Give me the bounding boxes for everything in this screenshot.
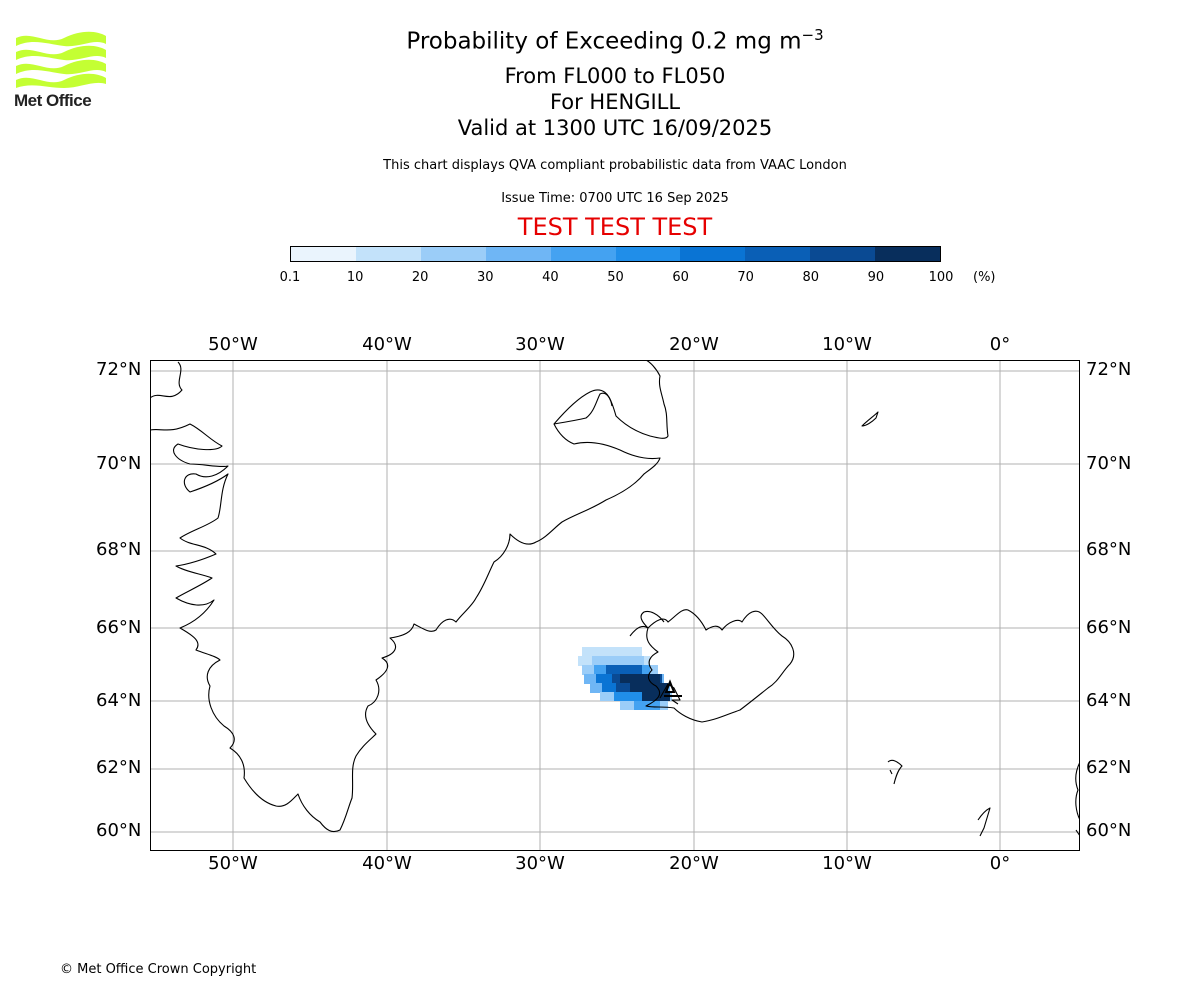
lat-label-right: 62°N	[1086, 757, 1132, 778]
colorbar-tick-label: 10	[346, 270, 364, 285]
map-panel	[150, 360, 1080, 851]
colorbar-segment	[291, 247, 356, 261]
colorbar-tick-label: 90	[867, 270, 885, 285]
colorbar-tick-label: 70	[737, 270, 754, 285]
title-exponent: −3	[801, 26, 824, 44]
volcano-name: For HENGILL	[549, 90, 681, 114]
lon-label-bottom: 0°	[989, 853, 1011, 874]
colorbar-segment	[745, 247, 811, 261]
colorbar-tick-label: 50	[607, 270, 624, 285]
colorbar-tick-label: 20	[411, 270, 429, 285]
lon-label-bottom: 40°W	[362, 853, 412, 874]
colorbar-segment	[680, 247, 746, 261]
lon-label-top: 20°W	[669, 334, 719, 355]
lat-label-left: 70°N	[96, 453, 142, 474]
colorbar-segment	[615, 247, 681, 261]
colorbar	[290, 246, 941, 262]
lon-label-top: 50°W	[208, 334, 258, 355]
lon-label-top: 40°W	[362, 334, 412, 355]
colorbar-tick-label: 80	[802, 270, 820, 285]
colorbar-tick-label: 60	[672, 270, 689, 285]
lon-label-top: 30°W	[515, 334, 565, 355]
lat-label-left: 66°N	[96, 617, 142, 638]
colorbar-segment	[485, 247, 551, 261]
colorbar-unit: (%)	[973, 270, 996, 285]
lon-label-bottom: 10°W	[822, 853, 872, 874]
lat-label-left: 68°N	[96, 539, 142, 560]
lon-label-top: 0°	[989, 334, 1011, 355]
map-frame	[150, 360, 1080, 851]
hengill-marker	[664, 679, 682, 697]
flight-level-range: From FL000 to FL050	[504, 64, 726, 88]
lat-label-right: 64°N	[1086, 690, 1132, 711]
issue-time: Issue Time: 0700 UTC 16 Sep 2025	[501, 191, 729, 206]
graticule	[150, 360, 1080, 851]
coastlines	[150, 360, 1080, 837]
lat-label-left: 64°N	[96, 690, 142, 711]
met-office-logo	[16, 31, 106, 88]
colorbar-segment	[875, 247, 941, 261]
iceland-northwest	[629, 610, 665, 637]
lat-label-left: 60°N	[96, 820, 142, 841]
chart-description: This chart displays QVA compliant probab…	[383, 158, 847, 173]
jan-mayen	[861, 411, 879, 427]
lon-label-top: 10°W	[822, 334, 872, 355]
valid-time: Valid at 1300 UTC 16/09/2025	[457, 116, 773, 140]
colorbar-segment	[550, 247, 616, 261]
shetland-islands	[977, 807, 991, 837]
logo-text: Met Office	[14, 91, 92, 110]
lat-label-right: 68°N	[1086, 539, 1132, 560]
chart-title: Probability of Exceeding 0.2 mg m−3	[406, 26, 824, 55]
lon-label-bottom: 50°W	[208, 853, 258, 874]
colorbar-tick-label: 100	[928, 270, 954, 285]
greenland-inner-fjord	[553, 389, 613, 425]
reykjanes-coast	[659, 683, 681, 705]
lat-label-right: 60°N	[1086, 820, 1132, 841]
colorbar-segment	[420, 247, 486, 261]
lon-label-bottom: 20°W	[669, 853, 719, 874]
colorbar-segment	[355, 247, 421, 261]
colorbar-segment	[810, 247, 876, 261]
colorbar-tick-label: 30	[477, 270, 494, 285]
map-background	[150, 360, 1080, 851]
lat-label-right: 72°N	[1086, 359, 1132, 380]
greenland-coast	[150, 360, 669, 833]
faroe-islands	[887, 759, 903, 785]
ash-probability-cells	[578, 647, 672, 710]
copyright: © Met Office Crown Copyright	[60, 962, 257, 977]
colorbar-tick-label: 0.1	[279, 270, 301, 285]
test-banner: TEST TEST TEST	[517, 213, 713, 241]
colorbar-tick-label: 40	[542, 270, 559, 285]
lon-label-bottom: 30°W	[515, 853, 565, 874]
lat-label-left: 62°N	[96, 757, 142, 778]
lat-label-right: 66°N	[1086, 617, 1132, 638]
iceland-coast	[645, 609, 795, 723]
lat-label-left: 72°N	[96, 359, 142, 380]
lat-label-right: 70°N	[1086, 453, 1132, 474]
